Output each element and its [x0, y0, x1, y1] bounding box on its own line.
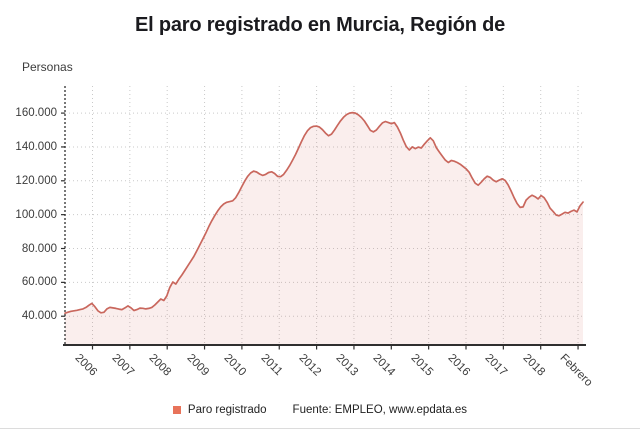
y-tick-label: 160.000: [15, 107, 57, 120]
source-text: Fuente: EMPLEO, www.epdata.es: [292, 404, 468, 416]
y-tick-label: 140.000: [15, 140, 57, 153]
y-axis-unit-label: Personas: [22, 60, 73, 74]
legend-item: Paro registrado: [172, 404, 267, 416]
bottom-divider: [0, 428, 640, 429]
y-tick-label: 40.000: [21, 310, 57, 323]
y-tick-label: 80.000: [21, 242, 57, 255]
chart-footer: Paro registrado Fuente: EMPLEO, www.epda…: [0, 404, 640, 416]
y-tick-label: 120.000: [15, 174, 57, 187]
y-tick-label: 60.000: [21, 276, 57, 289]
page-title: El paro registrado en Murcia, Región de: [134, 14, 506, 36]
legend-label: Paro registrado: [187, 404, 267, 416]
y-tick-label: 100.000: [15, 208, 57, 221]
legend-swatch-icon: [172, 406, 181, 414]
